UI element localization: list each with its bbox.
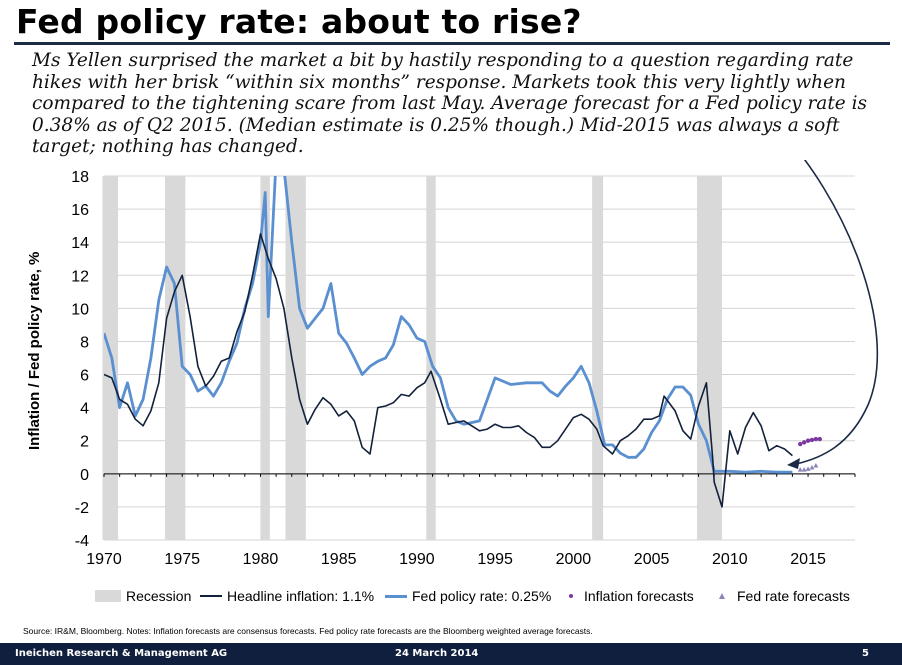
fed-rate-forecast-point <box>797 467 803 472</box>
recession-band <box>592 176 604 540</box>
recession-band <box>285 176 306 540</box>
footer-company: Ineichen Research & Management AG <box>15 648 228 659</box>
fed-forecast-swatch <box>719 593 725 599</box>
series-lines <box>104 176 793 508</box>
inflation-forecast-swatch <box>569 594 573 598</box>
legend: Recession Headline inflation: 1.1% Fed p… <box>95 588 895 608</box>
x-tick-label: 1990 <box>399 551 435 568</box>
legend-recession: Recession <box>95 588 191 604</box>
commentary-text: Ms Yellen surprised the market a bit by … <box>32 50 868 157</box>
footer-bar: Ineichen Research & Management AG 24 Mar… <box>0 643 902 665</box>
inflation-forecast-point <box>805 438 811 443</box>
recession-band <box>696 176 723 540</box>
legend-fed: Fed policy rate: 0.25% <box>385 588 551 604</box>
legend-fed-forecasts: Fed rate forecasts <box>717 588 850 604</box>
legend-fed-forecasts-label: Fed rate forecasts <box>737 588 850 604</box>
y-tick-label: 10 <box>71 301 89 318</box>
y-tick-label: 0 <box>80 467 89 484</box>
x-tick-label: 1970 <box>86 551 122 568</box>
inflation-forecast-point <box>798 441 803 447</box>
x-tick-label: 2015 <box>790 551 826 568</box>
x-tick-label: 2000 <box>556 551 592 568</box>
callout-arrowhead <box>787 458 800 469</box>
recession-swatch <box>95 590 121 602</box>
x-tick-label: 1975 <box>164 551 200 568</box>
y-tick-label: -2 <box>75 500 89 517</box>
legend-recession-label: Recession <box>126 588 192 604</box>
inflation-forecast-point <box>817 436 822 442</box>
fed-rate-forecast-point <box>813 463 819 468</box>
footer-date: 24 March 2014 <box>395 648 479 659</box>
y-tick-label: 2 <box>80 434 89 451</box>
y-tick-label: 8 <box>80 334 89 351</box>
fed-swatch <box>385 594 407 598</box>
inflation-swatch <box>200 595 222 597</box>
inflation-forecast-point <box>809 437 815 443</box>
x-tick-label: 1985 <box>321 551 357 568</box>
recession-bands <box>102 176 723 540</box>
title-divider <box>14 42 890 45</box>
callout-arrow <box>795 160 879 465</box>
headline-inflation-line <box>104 233 793 508</box>
fed-policy-rate-line <box>104 176 793 474</box>
y-axis-title: Inflation / Fed policy rate, % <box>26 251 43 450</box>
inflation-forecast-point <box>801 440 807 445</box>
recession-band <box>260 176 270 540</box>
x-tick-label: 1995 <box>477 551 513 568</box>
fed-rate-forecast-point <box>801 467 807 472</box>
inflation-forecast-point <box>813 436 819 442</box>
legend-inflation-forecasts-label: Inflation forecasts <box>584 588 694 604</box>
x-tick-label: 2005 <box>634 551 670 568</box>
x-tick-label: 2010 <box>712 551 748 568</box>
forecast-markers <box>797 436 822 472</box>
y-tick-label: 12 <box>71 268 89 285</box>
y-tick-label: 6 <box>80 368 89 385</box>
legend-inflation-forecasts: Inflation forecasts <box>567 588 694 604</box>
y-tick-label: 18 <box>71 169 89 186</box>
recession-band <box>165 176 186 540</box>
zero-axis <box>103 473 856 477</box>
legend-inflation-label: Headline inflation: 1.1% <box>227 588 375 604</box>
gridlines <box>104 175 855 541</box>
legend-fed-label: Fed policy rate: 0.25% <box>412 588 552 604</box>
y-tick-label: 16 <box>71 202 89 219</box>
slide-title: Fed policy rate: about to rise? <box>16 2 582 41</box>
fed-rate-forecast-point <box>805 466 811 471</box>
chart-area: -4 -2 0 2 4 6 8 10 12 14 16 18 1970 1975 1980 1985 1990 1… <box>71 160 879 568</box>
footer-page-number: 5 <box>862 648 869 659</box>
x-tick-label: 1980 <box>243 551 279 568</box>
legend-inflation: Headline inflation: 1.1% <box>200 588 374 604</box>
y-tick-label: 4 <box>80 401 89 418</box>
tick-labels: -4 -2 0 2 4 6 8 10 12 14 16 18 1970 1975 1980 1985 1990 1… <box>71 169 826 568</box>
source-note: Source: IR&M, Bloomberg. Notes: Inflatio… <box>23 626 593 636</box>
recession-band <box>102 176 119 540</box>
y-tick-label: -4 <box>75 533 89 550</box>
fed-rate-forecast-point <box>809 465 815 470</box>
y-tick-label: 14 <box>71 235 89 252</box>
